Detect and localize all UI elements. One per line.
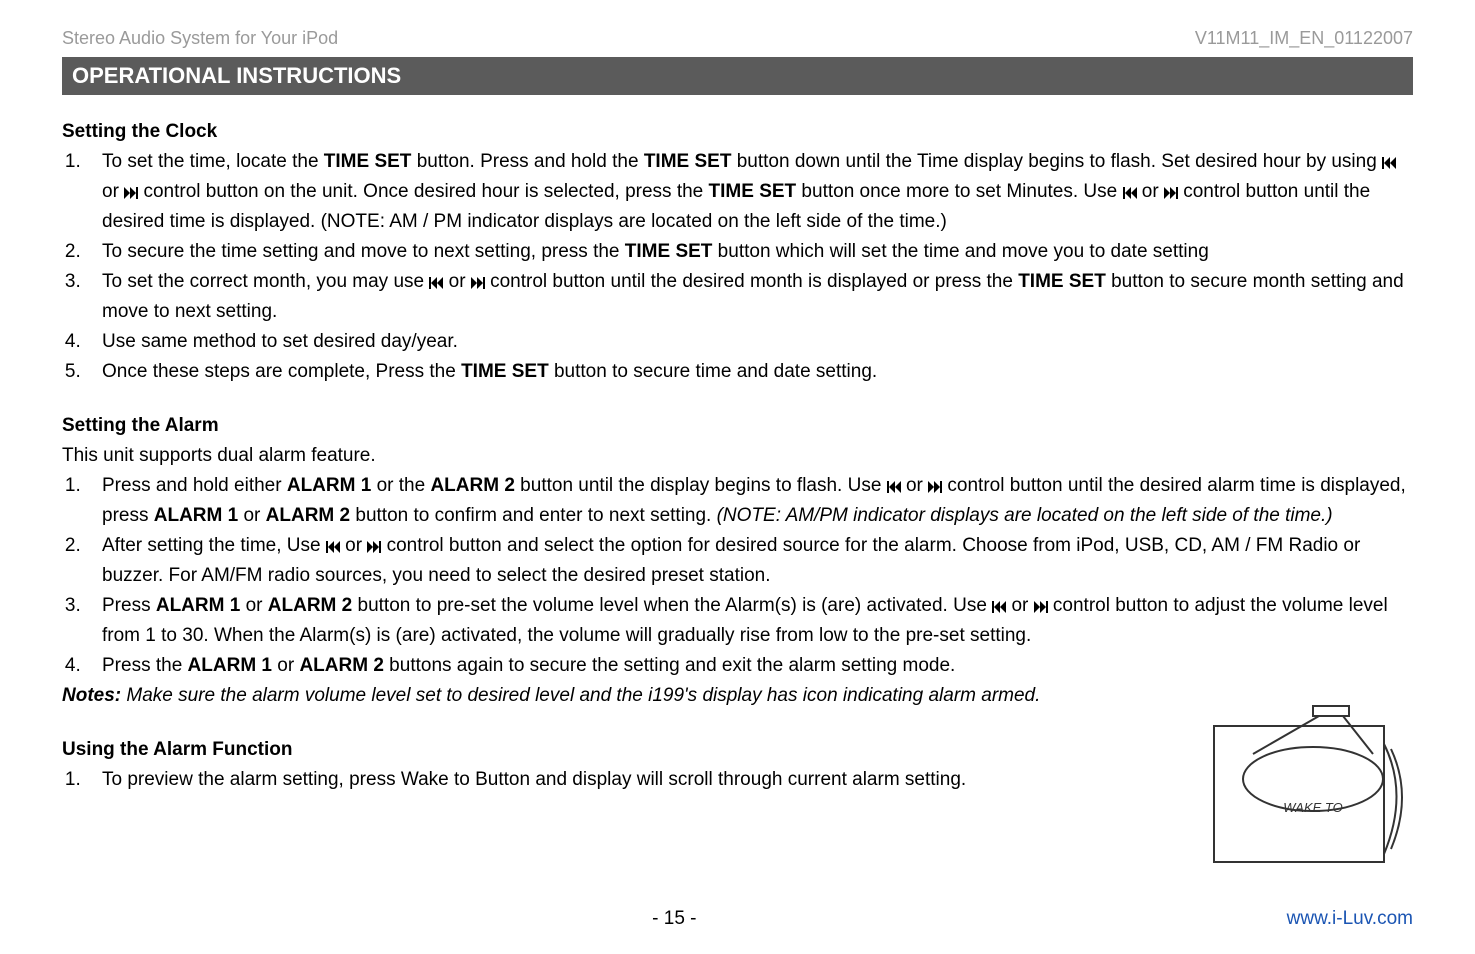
text: To set the time, locate the [102,151,324,172]
alarm-intro: This unit supports dual alarm feature. [62,441,1413,471]
wake-to-figure: WAKE TO [1213,704,1413,864]
footer: - 15 - www.i-Luv.com [0,908,1475,930]
next-track-icon [1164,187,1178,199]
text-bold: ALARM 1 [287,475,371,496]
text: control button until the desired month i… [485,271,1018,292]
text: or [238,505,265,526]
text-bold: ALARM 1 [188,655,272,676]
section-title-bar: OPERATIONAL INSTRUCTIONS [62,57,1413,95]
text-italic: (NOTE: AM/PM indicator displays are loca… [717,505,1333,526]
list-item: Press ALARM 1 or ALARM 2 button to pre-s… [86,591,1413,651]
list-item: To secure the time setting and move to n… [86,237,1413,267]
text: or the [371,475,430,496]
text-bold: ALARM 1 [156,595,240,616]
text-bold: TIME SET [709,181,797,202]
text-bold: ALARM 2 [266,505,350,526]
wake-to-label: WAKE TO [1283,800,1342,815]
text: button. Press and hold the [411,151,643,172]
next-track-icon [1034,601,1048,613]
text-bold: ALARM 2 [299,655,383,676]
text: buttons again to secure the setting and … [384,655,955,676]
page-root: Stereo Audio System for Your iPod V11M11… [0,0,1475,954]
text: button until the display begins to flash… [515,475,887,496]
text: button which will set the time and move … [712,241,1208,262]
wake-to-illustration: WAKE TO [1213,704,1413,864]
next-track-icon [928,481,942,493]
page-number: - 15 - [652,908,696,930]
text: After setting the time, Use [102,535,326,556]
alarm-fn-list: To preview the alarm setting, press Wake… [86,765,1236,795]
notes-text: Make sure the alarm volume level set to … [121,685,1040,706]
list-item: After setting the time, Use or control b… [86,531,1413,591]
notes-label: Notes: [62,685,121,706]
text: or [1137,181,1164,202]
list-item: Use same method to set desired day/year. [86,327,1413,357]
alarm-block: Setting the Alarm This unit supports dua… [62,415,1413,711]
alarm-heading: Setting the Alarm [62,415,1413,437]
text: or [272,655,299,676]
list-item: Press and hold either ALARM 1 or the ALA… [86,471,1413,531]
text: Press [102,595,156,616]
clock-heading: Setting the Clock [62,121,1413,143]
alarm-notes: Notes: Make sure the alarm volume level … [62,681,1212,711]
text: Press the [102,655,188,676]
text-bold: TIME SET [625,241,713,262]
list-item: To preview the alarm setting, press Wake… [86,765,1236,795]
text: Press and hold either [102,475,287,496]
prev-track-icon [326,541,340,553]
list-item: To set the time, locate the TIME SET but… [86,147,1413,237]
text: To set the correct month, you may use [102,271,429,292]
text: control button on the unit. Once desired… [138,181,708,202]
header-right: V11M11_IM_EN_01122007 [1195,28,1413,49]
text: or [102,181,124,202]
text-bold: ALARM 1 [154,505,238,526]
clock-list: To set the time, locate the TIME SET but… [86,147,1413,387]
text: or [240,595,267,616]
text: button down until the Time display begin… [731,151,1382,172]
next-track-icon [471,277,485,289]
text: button to pre-set the volume level when … [352,595,992,616]
alarm-fn-block: Using the Alarm Function To preview the … [62,739,1413,795]
list-item: Press the ALARM 1 or ALARM 2 buttons aga… [86,651,1413,681]
text-bold: ALARM 2 [268,595,352,616]
prev-track-icon [992,601,1006,613]
text-bold: ALARM 2 [430,475,514,496]
text: button once more to set Minutes. Use [796,181,1122,202]
alarm-list: Press and hold either ALARM 1 or the ALA… [86,471,1413,681]
text: button to confirm and enter to next sett… [350,505,717,526]
text: or [901,475,928,496]
text-bold: TIME SET [644,151,732,172]
header-row: Stereo Audio System for Your iPod V11M11… [62,28,1413,49]
prev-track-icon [429,277,443,289]
header-left: Stereo Audio System for Your iPod [62,28,338,49]
prev-track-icon [887,481,901,493]
text: button to secure time and date setting. [549,361,877,382]
list-item: Once these steps are complete, Press the… [86,357,1413,387]
next-track-icon [367,541,381,553]
prev-track-icon [1123,187,1137,199]
text: or [443,271,470,292]
text: or [340,535,367,556]
prev-track-icon [1382,157,1396,169]
text-bold: TIME SET [461,361,549,382]
text-bold: TIME SET [324,151,412,172]
list-item: To set the correct month, you may use or… [86,267,1413,327]
text: To secure the time setting and move to n… [102,241,625,262]
text-bold: TIME SET [1018,271,1106,292]
text: Once these steps are complete, Press the [102,361,461,382]
next-track-icon [124,187,138,199]
alarm-fn-heading: Using the Alarm Function [62,739,1413,761]
clock-block: Setting the Clock To set the time, locat… [62,121,1413,387]
footer-url: www.i-Luv.com [1287,908,1413,930]
text: or [1006,595,1033,616]
